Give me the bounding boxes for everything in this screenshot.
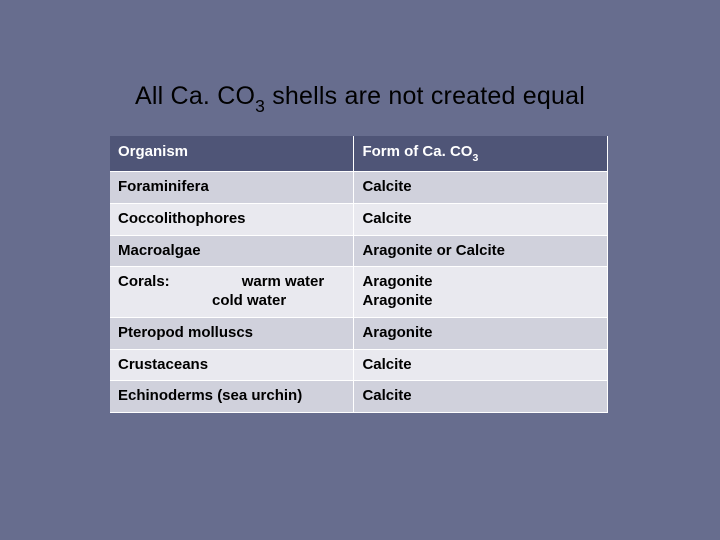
title-subscript: 3 [255, 96, 265, 116]
organism-text-c: cold water [212, 292, 286, 309]
cell-form: Calcite [354, 349, 608, 381]
col-header-form: Form of Ca. CO3 [354, 136, 608, 172]
form-text: Calcite [362, 356, 411, 373]
organism-text: Echinoderms (sea urchin) [118, 387, 302, 404]
title-text-post: shells are not created equal [265, 82, 585, 110]
cell-form: Aragonite or Calcite [354, 235, 608, 267]
cell-organism: Echinoderms (sea urchin) [110, 381, 354, 413]
cell-form: Calcite [354, 381, 608, 413]
col-header-organism-text: Organism [118, 143, 188, 160]
cell-form: Calcite [354, 172, 608, 204]
cell-organism: Coccolithophores [110, 203, 354, 235]
table-row: Echinoderms (sea urchin) Calcite [110, 381, 608, 413]
table-row: Pteropod molluscs Aragonite [110, 317, 608, 349]
title-text-pre: All Ca. CO [135, 82, 255, 110]
table-row: Corals: warm water cold water Aragonite A… [110, 267, 608, 318]
form-text-b: Aragonite [362, 292, 432, 309]
organism-text-a: Corals: [118, 273, 170, 290]
form-text: Calcite [362, 178, 411, 195]
cell-form: Calcite [354, 203, 608, 235]
form-text: Aragonite [362, 324, 432, 341]
cell-form: Aragonite [354, 317, 608, 349]
organism-text: Foraminifera [118, 178, 209, 195]
form-text: Calcite [362, 387, 411, 404]
slide: All Ca. CO3 shells are not created equal… [0, 0, 720, 540]
organism-text: Crustaceans [118, 356, 208, 373]
organism-text: Macroalgae [118, 242, 201, 259]
form-text: Aragonite or Calcite [362, 242, 505, 259]
table-row: Coccolithophores Calcite [110, 203, 608, 235]
organism-text-b: warm water [242, 273, 325, 290]
col-header-organism: Organism [110, 136, 354, 172]
table-row: Macroalgae Aragonite or Calcite [110, 235, 608, 267]
slide-title: All Ca. CO3 shells are not created equal [0, 82, 720, 115]
caco3-table: Organism Form of Ca. CO3 Foraminifera Ca… [110, 136, 608, 413]
form-text-a: Aragonite [362, 273, 432, 290]
cell-form: Aragonite Aragonite [354, 267, 608, 318]
cell-organism: Corals: warm water cold water [110, 267, 354, 318]
col-header-form-pre: Form of Ca. CO [362, 143, 472, 160]
table-row: Crustaceans Calcite [110, 349, 608, 381]
organism-text: Pteropod molluscs [118, 324, 253, 341]
col-header-form-sub: 3 [472, 152, 478, 164]
table-header-row: Organism Form of Ca. CO3 [110, 136, 608, 172]
organism-text: Coccolithophores [118, 210, 246, 227]
cell-organism: Crustaceans [110, 349, 354, 381]
table-row: Foraminifera Calcite [110, 172, 608, 204]
cell-organism: Macroalgae [110, 235, 354, 267]
cell-organism: Pteropod molluscs [110, 317, 354, 349]
form-text: Calcite [362, 210, 411, 227]
cell-organism: Foraminifera [110, 172, 354, 204]
